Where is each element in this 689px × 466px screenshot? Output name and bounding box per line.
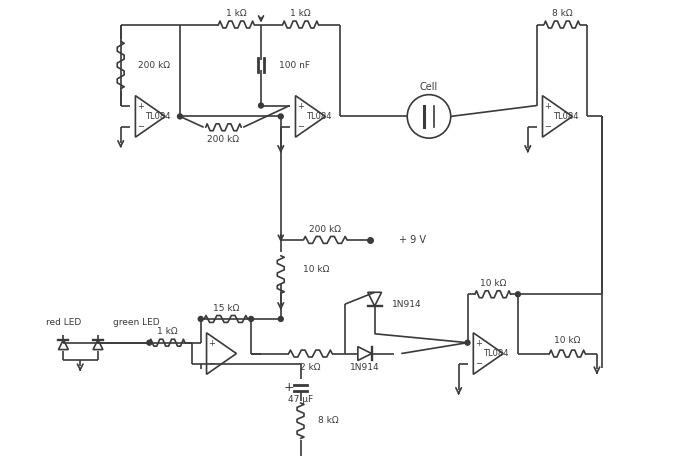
Text: 8 kΩ: 8 kΩ bbox=[318, 416, 339, 425]
Text: −: − bbox=[297, 122, 304, 131]
Text: +: + bbox=[137, 102, 144, 110]
Text: 1N914: 1N914 bbox=[350, 363, 380, 372]
Text: 200 kΩ: 200 kΩ bbox=[138, 61, 170, 69]
Circle shape bbox=[198, 316, 203, 322]
Circle shape bbox=[249, 316, 254, 322]
Text: 47 μF: 47 μF bbox=[288, 396, 313, 404]
Text: Cell: Cell bbox=[420, 82, 438, 92]
Text: 10 kΩ: 10 kΩ bbox=[554, 336, 581, 345]
Text: +: + bbox=[208, 339, 215, 348]
Text: +: + bbox=[544, 102, 551, 110]
Text: +: + bbox=[475, 339, 482, 348]
Text: 10 kΩ: 10 kΩ bbox=[302, 265, 329, 274]
Circle shape bbox=[515, 292, 520, 297]
Text: +: + bbox=[283, 381, 294, 394]
Text: 200 kΩ: 200 kΩ bbox=[207, 135, 240, 144]
Text: + 9 V: + 9 V bbox=[400, 235, 426, 245]
Text: +: + bbox=[297, 102, 304, 110]
Text: −: − bbox=[544, 122, 551, 131]
Text: 1 kΩ: 1 kΩ bbox=[290, 9, 311, 18]
Circle shape bbox=[278, 114, 283, 119]
Text: 1 kΩ: 1 kΩ bbox=[157, 327, 178, 336]
Text: TL084: TL084 bbox=[305, 112, 331, 121]
Text: red LED: red LED bbox=[45, 318, 81, 328]
Text: 2 kΩ: 2 kΩ bbox=[300, 363, 320, 372]
Text: TL084: TL084 bbox=[145, 112, 171, 121]
Text: 1 kΩ: 1 kΩ bbox=[226, 9, 247, 18]
Text: TL084: TL084 bbox=[484, 349, 509, 358]
Text: −: − bbox=[208, 359, 215, 369]
Circle shape bbox=[278, 316, 283, 322]
Circle shape bbox=[147, 340, 152, 345]
Text: 100 nF: 100 nF bbox=[279, 61, 310, 69]
Circle shape bbox=[465, 340, 470, 345]
Text: 10 kΩ: 10 kΩ bbox=[480, 279, 506, 288]
Circle shape bbox=[258, 103, 263, 108]
Text: −: − bbox=[475, 359, 482, 369]
Text: TL084: TL084 bbox=[553, 112, 578, 121]
Text: −: − bbox=[137, 122, 144, 131]
Text: 1N914: 1N914 bbox=[393, 300, 422, 308]
Text: 200 kΩ: 200 kΩ bbox=[309, 225, 341, 233]
Text: 15 kΩ: 15 kΩ bbox=[213, 303, 239, 313]
Text: 8 kΩ: 8 kΩ bbox=[552, 9, 572, 18]
Text: green LED: green LED bbox=[113, 318, 159, 328]
Circle shape bbox=[178, 114, 183, 119]
